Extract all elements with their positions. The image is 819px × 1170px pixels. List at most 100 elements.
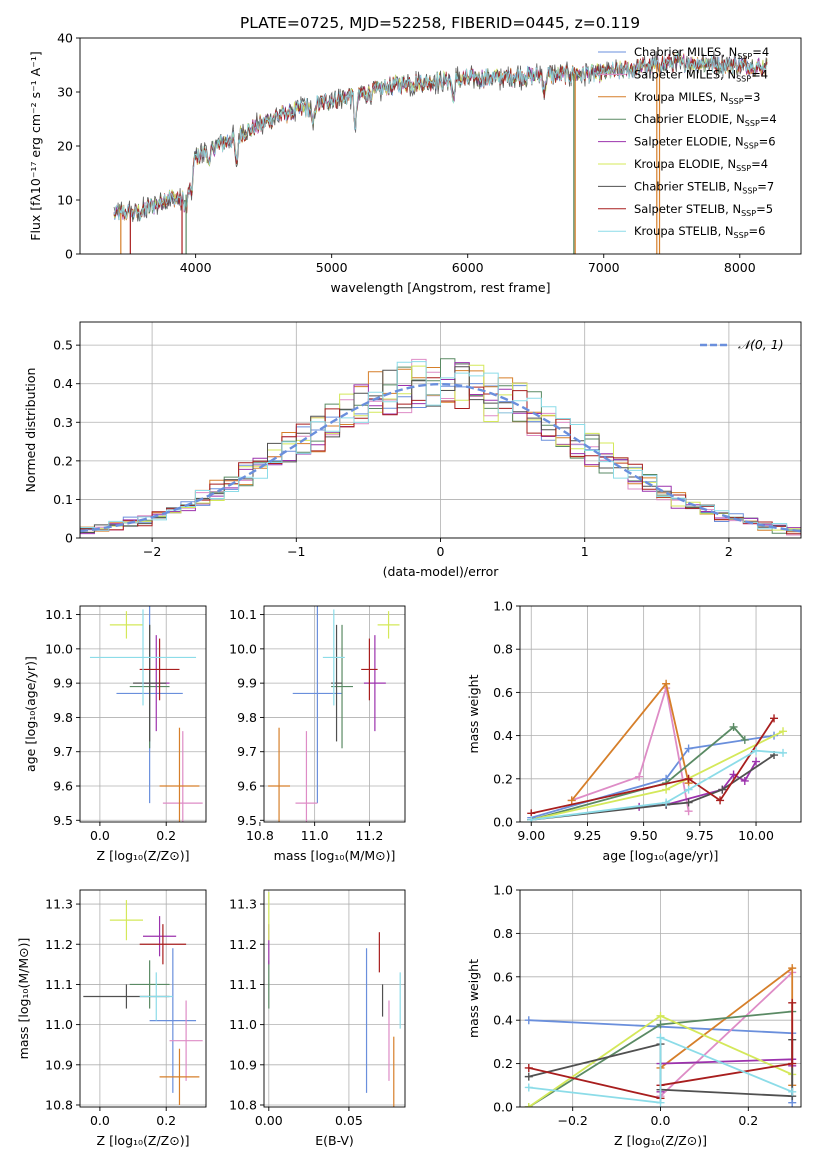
y-tick-label: 20	[57, 139, 73, 154]
y-tick-label: 10.8	[229, 1097, 257, 1112]
legend-label: Kroupa STELIB, NSSP=6	[634, 224, 765, 240]
y-tick-label: 9.8	[53, 710, 73, 725]
x-tick-label: 0.2	[738, 1113, 758, 1128]
y-tick-label: 10.9	[229, 1057, 257, 1072]
y-tick-label: 40	[57, 31, 73, 46]
x-tick-label: 9.75	[686, 828, 714, 843]
figure-title: PLATE=0725, MJD=52258, FIBERID=0445, z=0…	[240, 14, 640, 32]
plot-layer: 4000 5000 6000 7000 8000010203040wavelength …	[16, 31, 802, 1148]
legend-label: Salpeter STELIB, NSSP=5	[634, 202, 773, 218]
weight-marker	[524, 1063, 533, 1072]
panel-mass_vs_Z: 0.0 0.2 10.8 10.9 11.0 11.1 11.2 11.3 Z [log₁₀(Z…	[16, 889, 207, 1148]
y-tick-label: 9.5	[53, 813, 73, 828]
weight-marker	[729, 722, 738, 731]
y-tick-label: 0	[65, 531, 73, 546]
weight-marker	[527, 815, 536, 822]
y-tick-label: 0	[65, 247, 73, 262]
legend-label: Salpeter MILES, NSSP=4	[634, 67, 768, 83]
x-tick-label: 9.50	[630, 828, 658, 843]
y-tick-label: 10.1	[45, 607, 73, 622]
legend-label-sub: SSP	[734, 231, 749, 240]
legend-label: Kroupa MILES, NSSP=3	[634, 90, 760, 106]
legend-label: Chabrier STELIB, NSSP=7	[634, 179, 774, 195]
plot-area	[520, 890, 801, 1107]
y-tick-label: 11.2	[229, 937, 257, 952]
x-axis-label: age [log₁₀(age/yr)]	[603, 848, 719, 863]
legend-label-sub: SSP	[737, 52, 752, 61]
legend-label-sub: SSP	[736, 74, 751, 83]
x-tick-label: −0.2	[558, 1113, 588, 1128]
x-tick-label: 0.2	[156, 828, 176, 843]
plot-area	[80, 322, 801, 538]
legend-label: Salpeter ELODIE, NSSP=6	[634, 135, 776, 151]
y-tick-label: 1.0	[493, 599, 513, 614]
gaussian-legend-label: 𝒩(0, 1)	[738, 337, 784, 352]
axes-frame	[79, 605, 207, 823]
legend-label-sub: SSP	[745, 119, 760, 128]
x-tick-label: 11.0	[301, 828, 329, 843]
x-tick-label: 5000	[316, 260, 348, 275]
y-tick-label: 30	[57, 85, 73, 100]
x-tick-label: 4000	[180, 260, 212, 275]
panel-age_vs_Z: 0.0 0.2 9.5 9.6 9.7 9.8 9.9 10.0 10.1 Z [log₁₀(Z/…	[23, 605, 207, 863]
legend-label-name: Chabrier ELODIE, N	[634, 112, 745, 126]
axes-frame	[263, 605, 406, 823]
legend-label: Chabrier MILES, NSSP=4	[634, 45, 769, 61]
y-tick-label: 10.0	[45, 641, 73, 656]
legend-label-sub: SSP	[729, 97, 744, 106]
panel-residuals: −2 −1 0 1 2 0 0.1 0.2 0.3 0.4 0.5 (data-model)/erro…	[23, 321, 802, 579]
y-tick-label: 9.7	[237, 744, 257, 759]
plot-area	[80, 606, 206, 822]
y-axis-label: Flux [fλ10⁻¹⁷ erg cm⁻² s⁻¹ A⁻¹]	[28, 51, 43, 240]
plot-area	[80, 890, 206, 1107]
x-tick-label: 0.05	[335, 1113, 363, 1128]
y-tick-label: 0.3	[53, 415, 73, 430]
plot-area	[264, 606, 405, 822]
weight-marker	[656, 1011, 665, 1020]
weight-marker	[740, 776, 749, 785]
y-tick-label: 9.8	[237, 710, 257, 725]
x-tick-label: 9.00	[517, 828, 545, 843]
x-tick-label: 8000	[724, 260, 756, 275]
x-axis-label: mass [log₁₀(M/M⊙)]	[274, 848, 396, 863]
axes-frame	[263, 889, 406, 1108]
weight-line	[659, 971, 793, 1099]
weight-marker	[567, 796, 576, 805]
weight-marker	[524, 1072, 533, 1081]
legend-label-name: Salpeter STELIB, N	[634, 202, 741, 216]
legend-label-name: Chabrier MILES, N	[634, 45, 737, 59]
x-tick-label: 2	[725, 544, 733, 559]
weight-marker	[752, 757, 761, 766]
weight-marker	[779, 748, 788, 757]
x-tick-label: 0	[437, 544, 445, 559]
y-tick-label: 0.4	[53, 376, 73, 391]
x-tick-label: 11.2	[355, 828, 383, 843]
legend-label-suffix: =3	[744, 90, 761, 104]
y-tick-label: 0.2	[493, 1056, 513, 1071]
legend-label-suffix: =4	[751, 157, 768, 171]
legend-label: Kroupa ELODIE, NSSP=4	[634, 157, 768, 173]
axes-frame	[79, 37, 802, 255]
y-axis-label: mass weight	[466, 959, 481, 1038]
x-tick-label: −1	[287, 544, 305, 559]
y-axis-label: Normed distribution	[23, 368, 38, 493]
legend-label-suffix: =7	[757, 179, 774, 193]
x-axis-label: E(B-V)	[315, 1133, 354, 1148]
weight-marker	[684, 774, 693, 783]
plot-area	[113, 50, 768, 254]
y-axis-label: mass [log₁₀(M/M⊙)]	[16, 938, 31, 1060]
x-axis-label: Z [log₁₀(Z/Z⊙)]	[97, 1133, 190, 1148]
legend-label-suffix: =4	[752, 45, 769, 59]
weight-line	[571, 687, 690, 812]
histogram-step	[80, 361, 801, 531]
axes-frame	[519, 889, 802, 1108]
y-tick-label: 9.6	[237, 779, 257, 794]
weight-marker	[524, 1083, 533, 1092]
weight-marker	[740, 735, 749, 744]
weight-marker	[684, 744, 693, 753]
y-tick-label: 10.1	[229, 607, 257, 622]
y-tick-label: 11.1	[229, 977, 257, 992]
panel-weight_vs_age: 9.00 9.25 9.50 9.75 10.00 0.0 0.2 0.4 0.6 0.8 1.0 a…	[466, 599, 802, 863]
weight-marker	[684, 807, 693, 816]
plot-area	[520, 606, 801, 822]
